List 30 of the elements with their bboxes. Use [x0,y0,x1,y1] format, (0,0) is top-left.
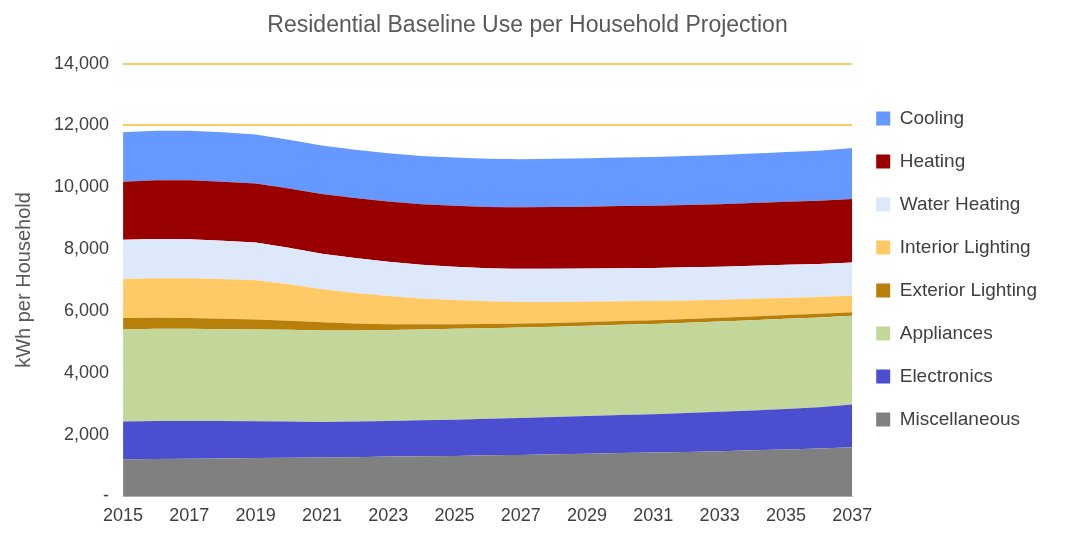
x-tick-label: 2027 [500,505,541,526]
x-tick-label: 2025 [434,505,475,526]
legend-label: Appliances [899,321,993,343]
legend-label: Miscellaneous [899,407,1021,429]
x-tick-label: 2037 [832,505,873,526]
y-tick-label: 10,000 [53,176,110,197]
legend-label: Water Heating [899,192,1021,214]
x-tick-label: 2023 [368,505,409,526]
x-tick-label: 2021 [301,505,342,526]
x-tick-label: 2029 [567,505,608,526]
legend-label: Interior Lighting [899,235,1031,257]
x-tick-label: 2035 [765,505,806,526]
y-tick-label: 6,000 [64,299,110,320]
legend-label: Cooling [899,106,965,128]
legend-label: Electronics [899,364,993,386]
y-tick-label: 14,000 [53,52,110,73]
x-tick-label: 2017 [169,505,210,526]
y-tick-label: 12,000 [53,114,110,135]
x-tick-label: 2031 [633,505,674,526]
legend-label: Exterior Lighting [899,278,1037,300]
y-tick-label: 2,000 [64,423,110,444]
legend-label: Heating [899,149,966,171]
chart-title: Residential Baseline Use per Household Projection [267,11,788,38]
x-tick-label: 2019 [235,505,276,526]
x-tick-label: 2033 [699,505,740,526]
y-tick-label: 8,000 [64,238,110,259]
x-tick-label: 2015 [103,505,144,526]
y-tick-label: - [103,485,110,506]
y-axis-title: kWh per Household [11,192,34,368]
y-tick-label: 4,000 [64,361,110,382]
